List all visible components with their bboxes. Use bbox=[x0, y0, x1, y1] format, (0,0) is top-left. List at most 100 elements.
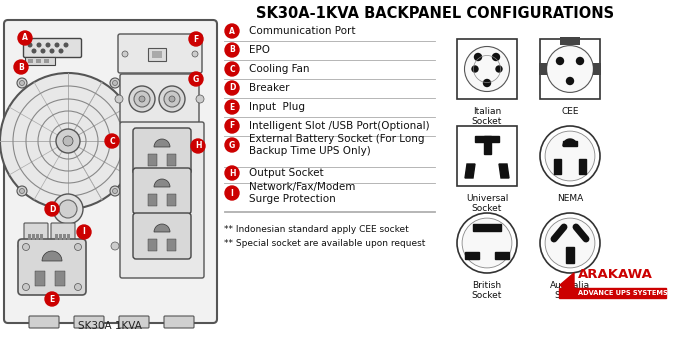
FancyBboxPatch shape bbox=[118, 34, 202, 73]
Bar bbox=[148, 48, 166, 61]
Text: G: G bbox=[193, 74, 199, 84]
FancyBboxPatch shape bbox=[133, 168, 191, 214]
Bar bbox=[554, 159, 561, 174]
FancyBboxPatch shape bbox=[23, 39, 81, 58]
Bar bbox=[465, 252, 479, 259]
Circle shape bbox=[110, 186, 120, 196]
Text: Breaker: Breaker bbox=[249, 83, 290, 93]
FancyBboxPatch shape bbox=[120, 74, 199, 123]
Text: C: C bbox=[109, 136, 115, 146]
Circle shape bbox=[169, 96, 175, 102]
Circle shape bbox=[457, 213, 517, 273]
Bar bbox=[67, 234, 70, 240]
Circle shape bbox=[55, 43, 59, 47]
Bar bbox=[484, 136, 491, 154]
Text: A: A bbox=[22, 33, 28, 43]
Text: E: E bbox=[229, 103, 235, 112]
Circle shape bbox=[475, 54, 482, 60]
Bar bbox=[457, 126, 517, 186]
Circle shape bbox=[41, 49, 45, 53]
Circle shape bbox=[225, 62, 239, 76]
Bar bbox=[44, 59, 49, 63]
Circle shape bbox=[75, 243, 81, 251]
Circle shape bbox=[45, 202, 59, 216]
Bar bbox=[59, 234, 61, 240]
Text: Intelligent Slot /USB Port(Optional): Intelligent Slot /USB Port(Optional) bbox=[249, 121, 430, 131]
FancyBboxPatch shape bbox=[4, 20, 217, 323]
Polygon shape bbox=[465, 164, 475, 178]
Bar bbox=[32, 234, 34, 240]
Circle shape bbox=[77, 225, 91, 239]
Circle shape bbox=[196, 95, 204, 103]
Bar bbox=[148, 154, 157, 166]
Text: B: B bbox=[229, 45, 235, 55]
Circle shape bbox=[59, 200, 77, 218]
Circle shape bbox=[191, 139, 205, 153]
Circle shape bbox=[134, 91, 150, 107]
Text: SK30A 1KVA: SK30A 1KVA bbox=[78, 321, 142, 331]
Bar bbox=[540, 39, 600, 99]
Bar bbox=[566, 247, 574, 263]
Text: EPO: EPO bbox=[249, 45, 270, 55]
Circle shape bbox=[225, 186, 239, 200]
Circle shape bbox=[545, 131, 595, 181]
Polygon shape bbox=[560, 273, 574, 297]
Text: NEMA: NEMA bbox=[557, 194, 583, 203]
Circle shape bbox=[225, 138, 239, 152]
FancyBboxPatch shape bbox=[133, 213, 191, 259]
Circle shape bbox=[110, 78, 120, 88]
Circle shape bbox=[225, 43, 239, 57]
Text: ** Indonesian standard apply CEE socket: ** Indonesian standard apply CEE socket bbox=[224, 224, 408, 234]
Bar bbox=[167, 239, 176, 251]
Bar bbox=[28, 234, 30, 240]
Bar bbox=[559, 288, 666, 298]
Circle shape bbox=[50, 49, 54, 53]
Circle shape bbox=[64, 43, 68, 47]
Circle shape bbox=[139, 96, 145, 102]
Bar bbox=[560, 37, 580, 45]
Bar bbox=[148, 239, 157, 251]
Circle shape bbox=[53, 194, 83, 224]
Wedge shape bbox=[154, 224, 170, 232]
Circle shape bbox=[225, 24, 239, 38]
Text: Socket: Socket bbox=[472, 117, 502, 126]
Circle shape bbox=[164, 91, 180, 107]
Circle shape bbox=[577, 58, 584, 64]
Text: Cooling Fan: Cooling Fan bbox=[249, 64, 310, 74]
Circle shape bbox=[37, 43, 41, 47]
Text: Universal: Universal bbox=[466, 194, 509, 203]
Bar bbox=[36, 59, 41, 63]
Circle shape bbox=[493, 54, 500, 60]
Bar bbox=[457, 39, 517, 99]
Text: Surge Protection: Surge Protection bbox=[249, 194, 336, 204]
Wedge shape bbox=[154, 139, 170, 147]
FancyBboxPatch shape bbox=[51, 223, 75, 242]
Text: Input  Plug: Input Plug bbox=[249, 102, 305, 112]
Circle shape bbox=[540, 213, 600, 273]
Text: F: F bbox=[229, 121, 235, 131]
Text: C: C bbox=[229, 64, 235, 74]
Bar bbox=[148, 194, 157, 206]
FancyBboxPatch shape bbox=[133, 128, 191, 174]
Text: Socket: Socket bbox=[555, 291, 585, 300]
Text: Communication Port: Communication Port bbox=[249, 26, 355, 36]
Text: Socket: Socket bbox=[472, 204, 502, 213]
Circle shape bbox=[14, 60, 28, 74]
FancyBboxPatch shape bbox=[164, 316, 194, 328]
Circle shape bbox=[111, 242, 119, 250]
Text: H: H bbox=[229, 168, 235, 178]
Circle shape bbox=[189, 72, 203, 86]
Circle shape bbox=[557, 58, 564, 64]
Text: ADVANCE UPS SYSTEMS: ADVANCE UPS SYSTEMS bbox=[578, 290, 668, 296]
FancyBboxPatch shape bbox=[29, 316, 59, 328]
Text: E: E bbox=[50, 295, 55, 303]
Text: CEE: CEE bbox=[561, 107, 579, 116]
Text: Backup Time UPS Only): Backup Time UPS Only) bbox=[249, 146, 371, 156]
Text: G: G bbox=[229, 140, 235, 149]
Circle shape bbox=[189, 32, 203, 46]
Bar bbox=[539, 63, 547, 75]
FancyBboxPatch shape bbox=[119, 316, 149, 328]
Bar bbox=[40, 234, 43, 240]
Circle shape bbox=[112, 80, 117, 86]
Text: I: I bbox=[83, 227, 86, 237]
